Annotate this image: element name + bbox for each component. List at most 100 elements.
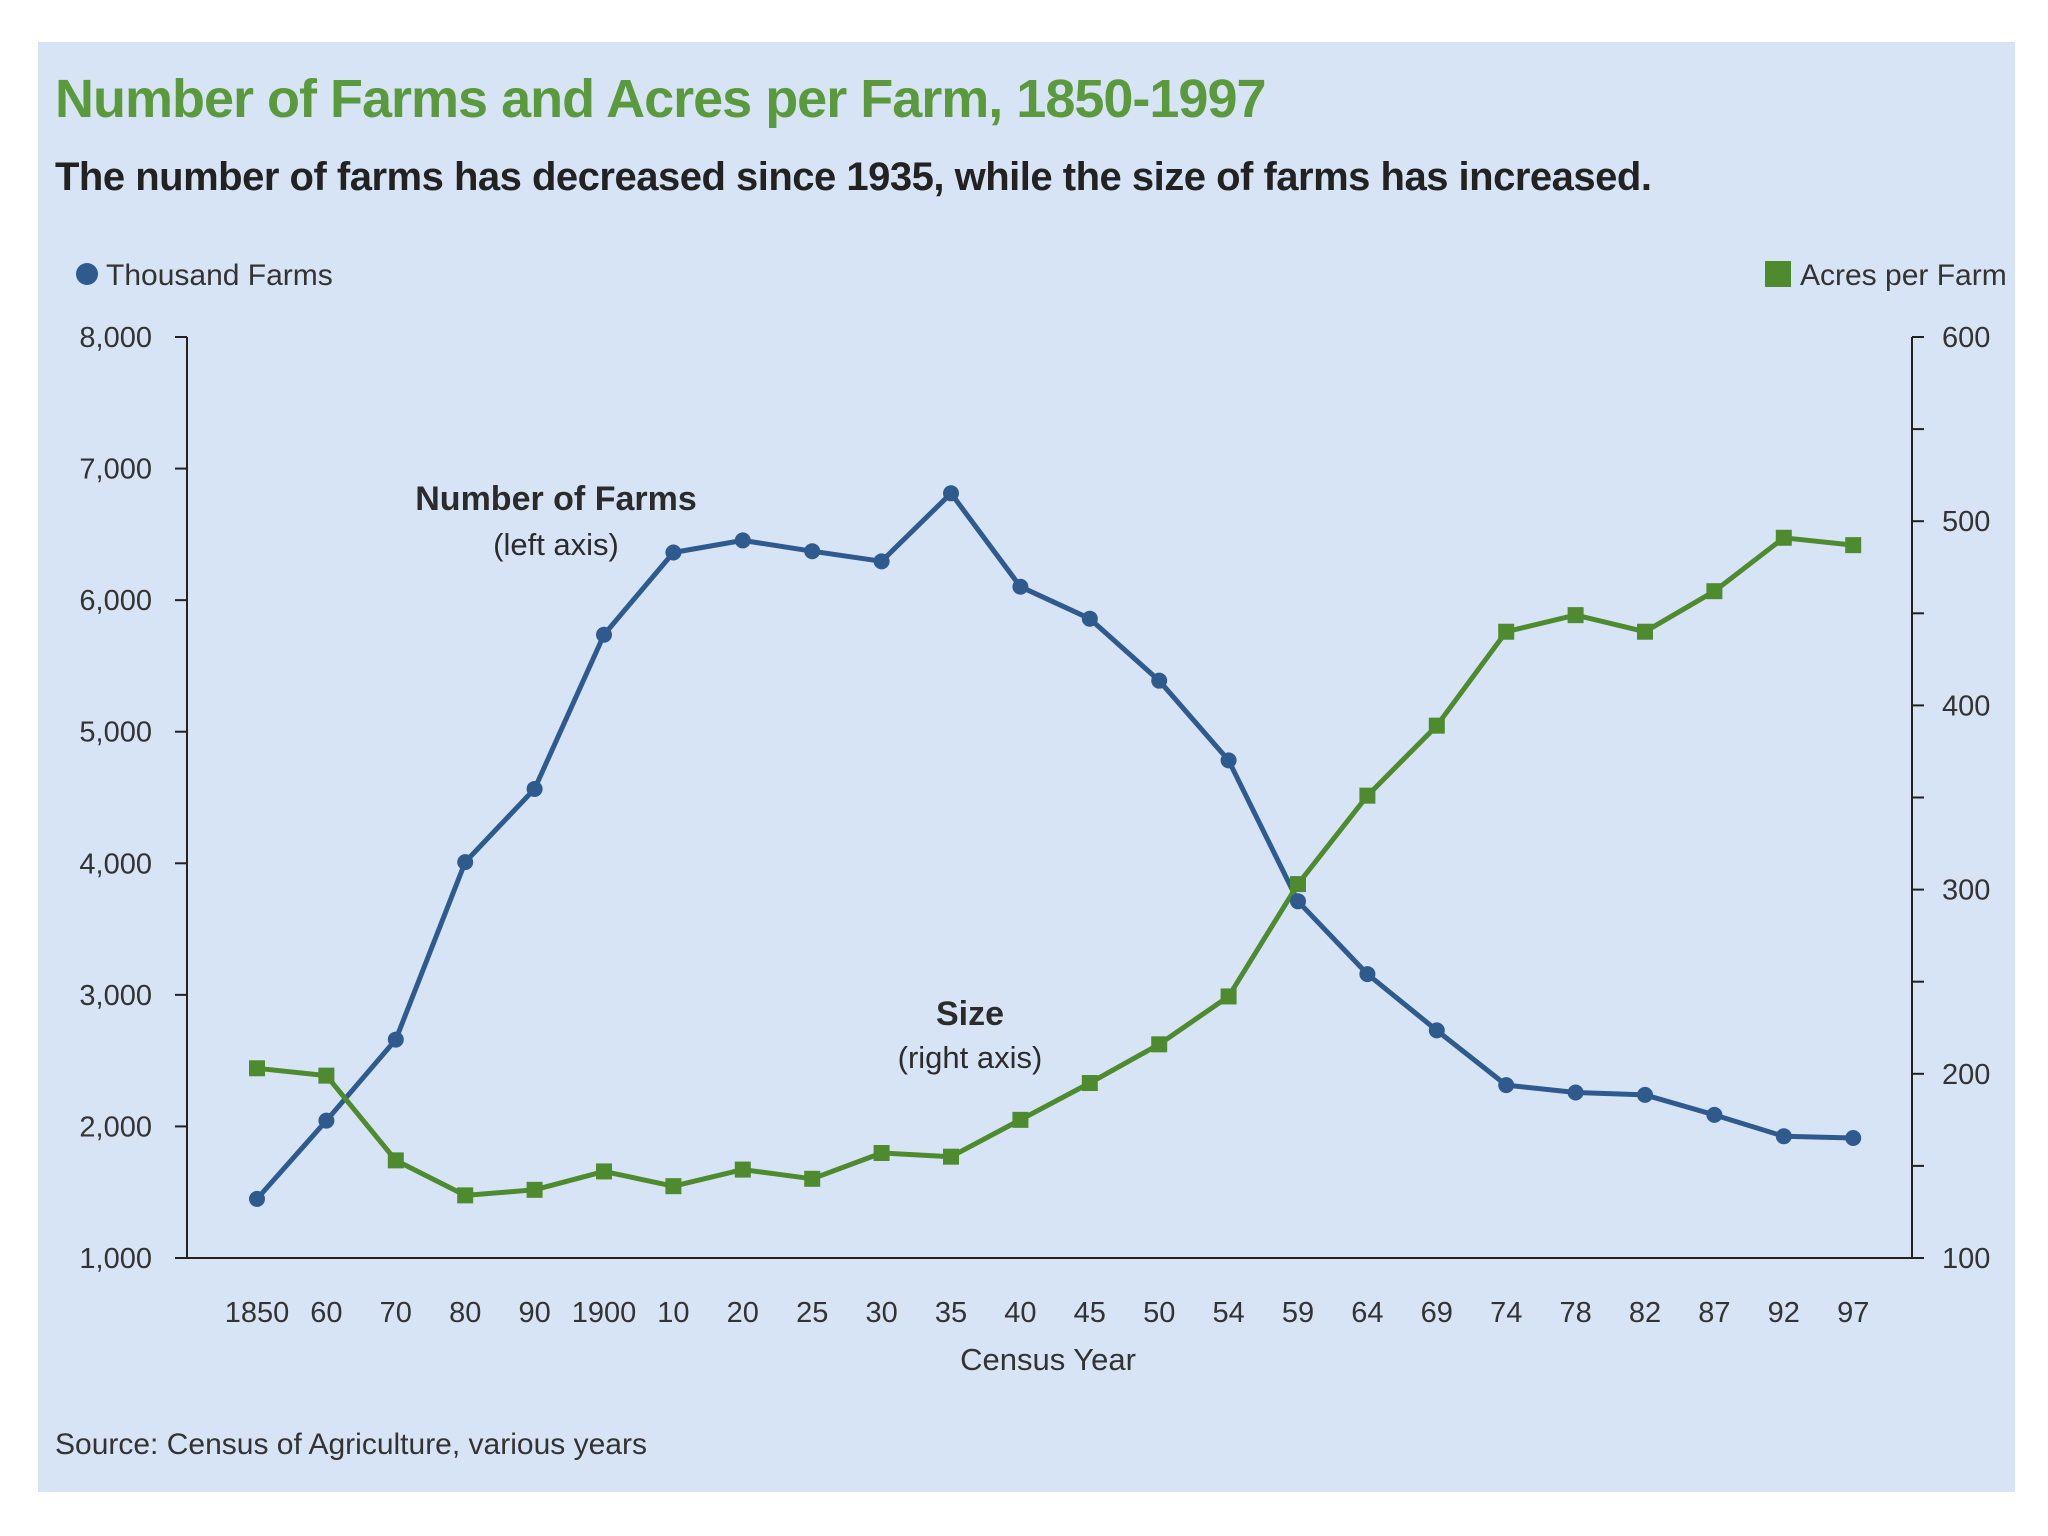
farms-point	[1428, 1022, 1445, 1039]
farms-point	[249, 1190, 265, 1207]
right-tick-label: 100	[1942, 1243, 1990, 1275]
source-note: Source: Census of Agriculture, various y…	[55, 1428, 647, 1461]
axes: 1,000 2,000 3,000 4,000 5,000 6,000 7,000 8,000…	[79, 322, 1990, 1329]
x-tick-label: 80	[449, 1297, 481, 1329]
acres-point	[1359, 787, 1376, 804]
legend-acres-marker	[1765, 261, 1791, 287]
acres-line	[256, 535, 1854, 1198]
acres-point	[1845, 537, 1862, 554]
acres-point	[1012, 1111, 1029, 1128]
x-tick-label: 25	[796, 1297, 828, 1329]
acres-point	[249, 1060, 265, 1077]
farms-point	[457, 854, 474, 871]
x-tick-label: 50	[1143, 1297, 1175, 1329]
farms-point	[387, 1031, 404, 1048]
left-tick-label: 8,000	[79, 322, 152, 354]
farms-point	[734, 532, 751, 549]
farms-point	[1151, 672, 1168, 689]
farms-point	[1012, 578, 1029, 595]
legend-farms-label: Thousand Farms	[106, 259, 333, 292]
x-tick-label: 97	[1837, 1297, 1869, 1329]
acres-point	[1220, 988, 1237, 1005]
acres-point	[943, 1148, 959, 1165]
farms-point	[1706, 1106, 1723, 1123]
farms-point	[1567, 1084, 1584, 1101]
farms-point	[318, 1112, 335, 1129]
acres-point	[457, 1187, 474, 1204]
farms-point	[526, 780, 543, 797]
acres-point	[804, 1170, 821, 1187]
x-tick-label: 87	[1698, 1297, 1730, 1329]
farms-point	[1359, 966, 1376, 983]
right-tick-label: 300	[1942, 875, 1990, 907]
left-tick-label: 2,000	[79, 1111, 152, 1143]
series-lines	[255, 490, 1854, 1201]
x-tick-label: 92	[1768, 1297, 1800, 1329]
chart-panel	[38, 42, 2015, 1492]
annotation-farms-sub: (left axis)	[493, 527, 619, 562]
left-tick-label: 4,000	[79, 848, 152, 880]
farms-point	[943, 485, 959, 502]
acres-point	[873, 1145, 890, 1162]
x-tick-label: 1850	[225, 1297, 290, 1329]
legend-farms-marker	[76, 263, 98, 285]
farms-point	[1498, 1077, 1515, 1094]
acres-point	[1290, 876, 1306, 893]
right-tick-label: 400	[1942, 690, 1990, 722]
x-tick-label: 40	[1004, 1297, 1036, 1329]
acres-point	[734, 1161, 751, 1178]
farms-point	[804, 543, 821, 560]
left-tick-label: 3,000	[79, 980, 152, 1012]
acres-point	[318, 1067, 335, 1084]
farms-point	[1637, 1086, 1653, 1103]
x-tick-label: 82	[1629, 1297, 1661, 1329]
farms-point	[1290, 893, 1306, 910]
x-tick-label: 78	[1559, 1297, 1591, 1329]
acres-point	[1498, 623, 1515, 640]
acres-point	[1428, 717, 1445, 734]
left-tick-label: 1,000	[79, 1243, 152, 1275]
x-tick-label: 10	[657, 1297, 689, 1329]
x-tick-label: 69	[1421, 1297, 1453, 1329]
acres-point	[596, 1163, 612, 1180]
x-tick-label: 60	[310, 1297, 342, 1329]
acres-point	[1637, 623, 1653, 640]
acres-point	[665, 1178, 682, 1195]
annotation-size-sub: (right axis)	[898, 1040, 1043, 1075]
x-tick-label: 45	[1074, 1297, 1106, 1329]
left-tick-label: 7,000	[79, 454, 152, 486]
farms-point	[873, 553, 890, 570]
x-tick-label: 70	[380, 1297, 412, 1329]
acres-point	[1151, 1036, 1168, 1053]
x-tick-label: 54	[1212, 1297, 1244, 1329]
series-markers	[249, 485, 1862, 1207]
acres-point	[1706, 583, 1723, 600]
annotation-farms-title: Number of Farms	[415, 480, 697, 518]
acres-point	[526, 1181, 543, 1198]
right-tick-label: 500	[1942, 506, 1990, 538]
x-tick-label: 59	[1282, 1297, 1314, 1329]
x-tick-label: 30	[865, 1297, 897, 1329]
acres-point	[387, 1152, 404, 1169]
left-tick-label: 6,000	[79, 585, 152, 617]
right-tick-label: 200	[1942, 1059, 1990, 1091]
farms-point	[596, 626, 612, 643]
acres-point	[1567, 607, 1584, 624]
annotation-size-title: Size	[936, 995, 1004, 1033]
x-tick-label: 74	[1490, 1297, 1522, 1329]
x-axis-title: Census Year	[960, 1342, 1136, 1377]
farms-line	[255, 490, 1854, 1201]
x-tick-label: 90	[518, 1297, 550, 1329]
acres-point	[1775, 529, 1792, 546]
x-tick-label: 1900	[572, 1297, 637, 1329]
chart-subtitle: The number of farms has decreased since …	[55, 155, 1652, 199]
chart-title: Number of Farms and Acres per Farm, 1850…	[55, 69, 1267, 129]
legend-acres-label: Acres per Farm	[1800, 259, 2007, 292]
left-tick-label: 5,000	[79, 717, 152, 749]
x-tick-label: 64	[1351, 1297, 1383, 1329]
farms-point	[665, 544, 682, 561]
right-tick-label: 600	[1942, 322, 1990, 354]
farms-point	[1220, 752, 1237, 769]
farms-point	[1775, 1128, 1792, 1145]
